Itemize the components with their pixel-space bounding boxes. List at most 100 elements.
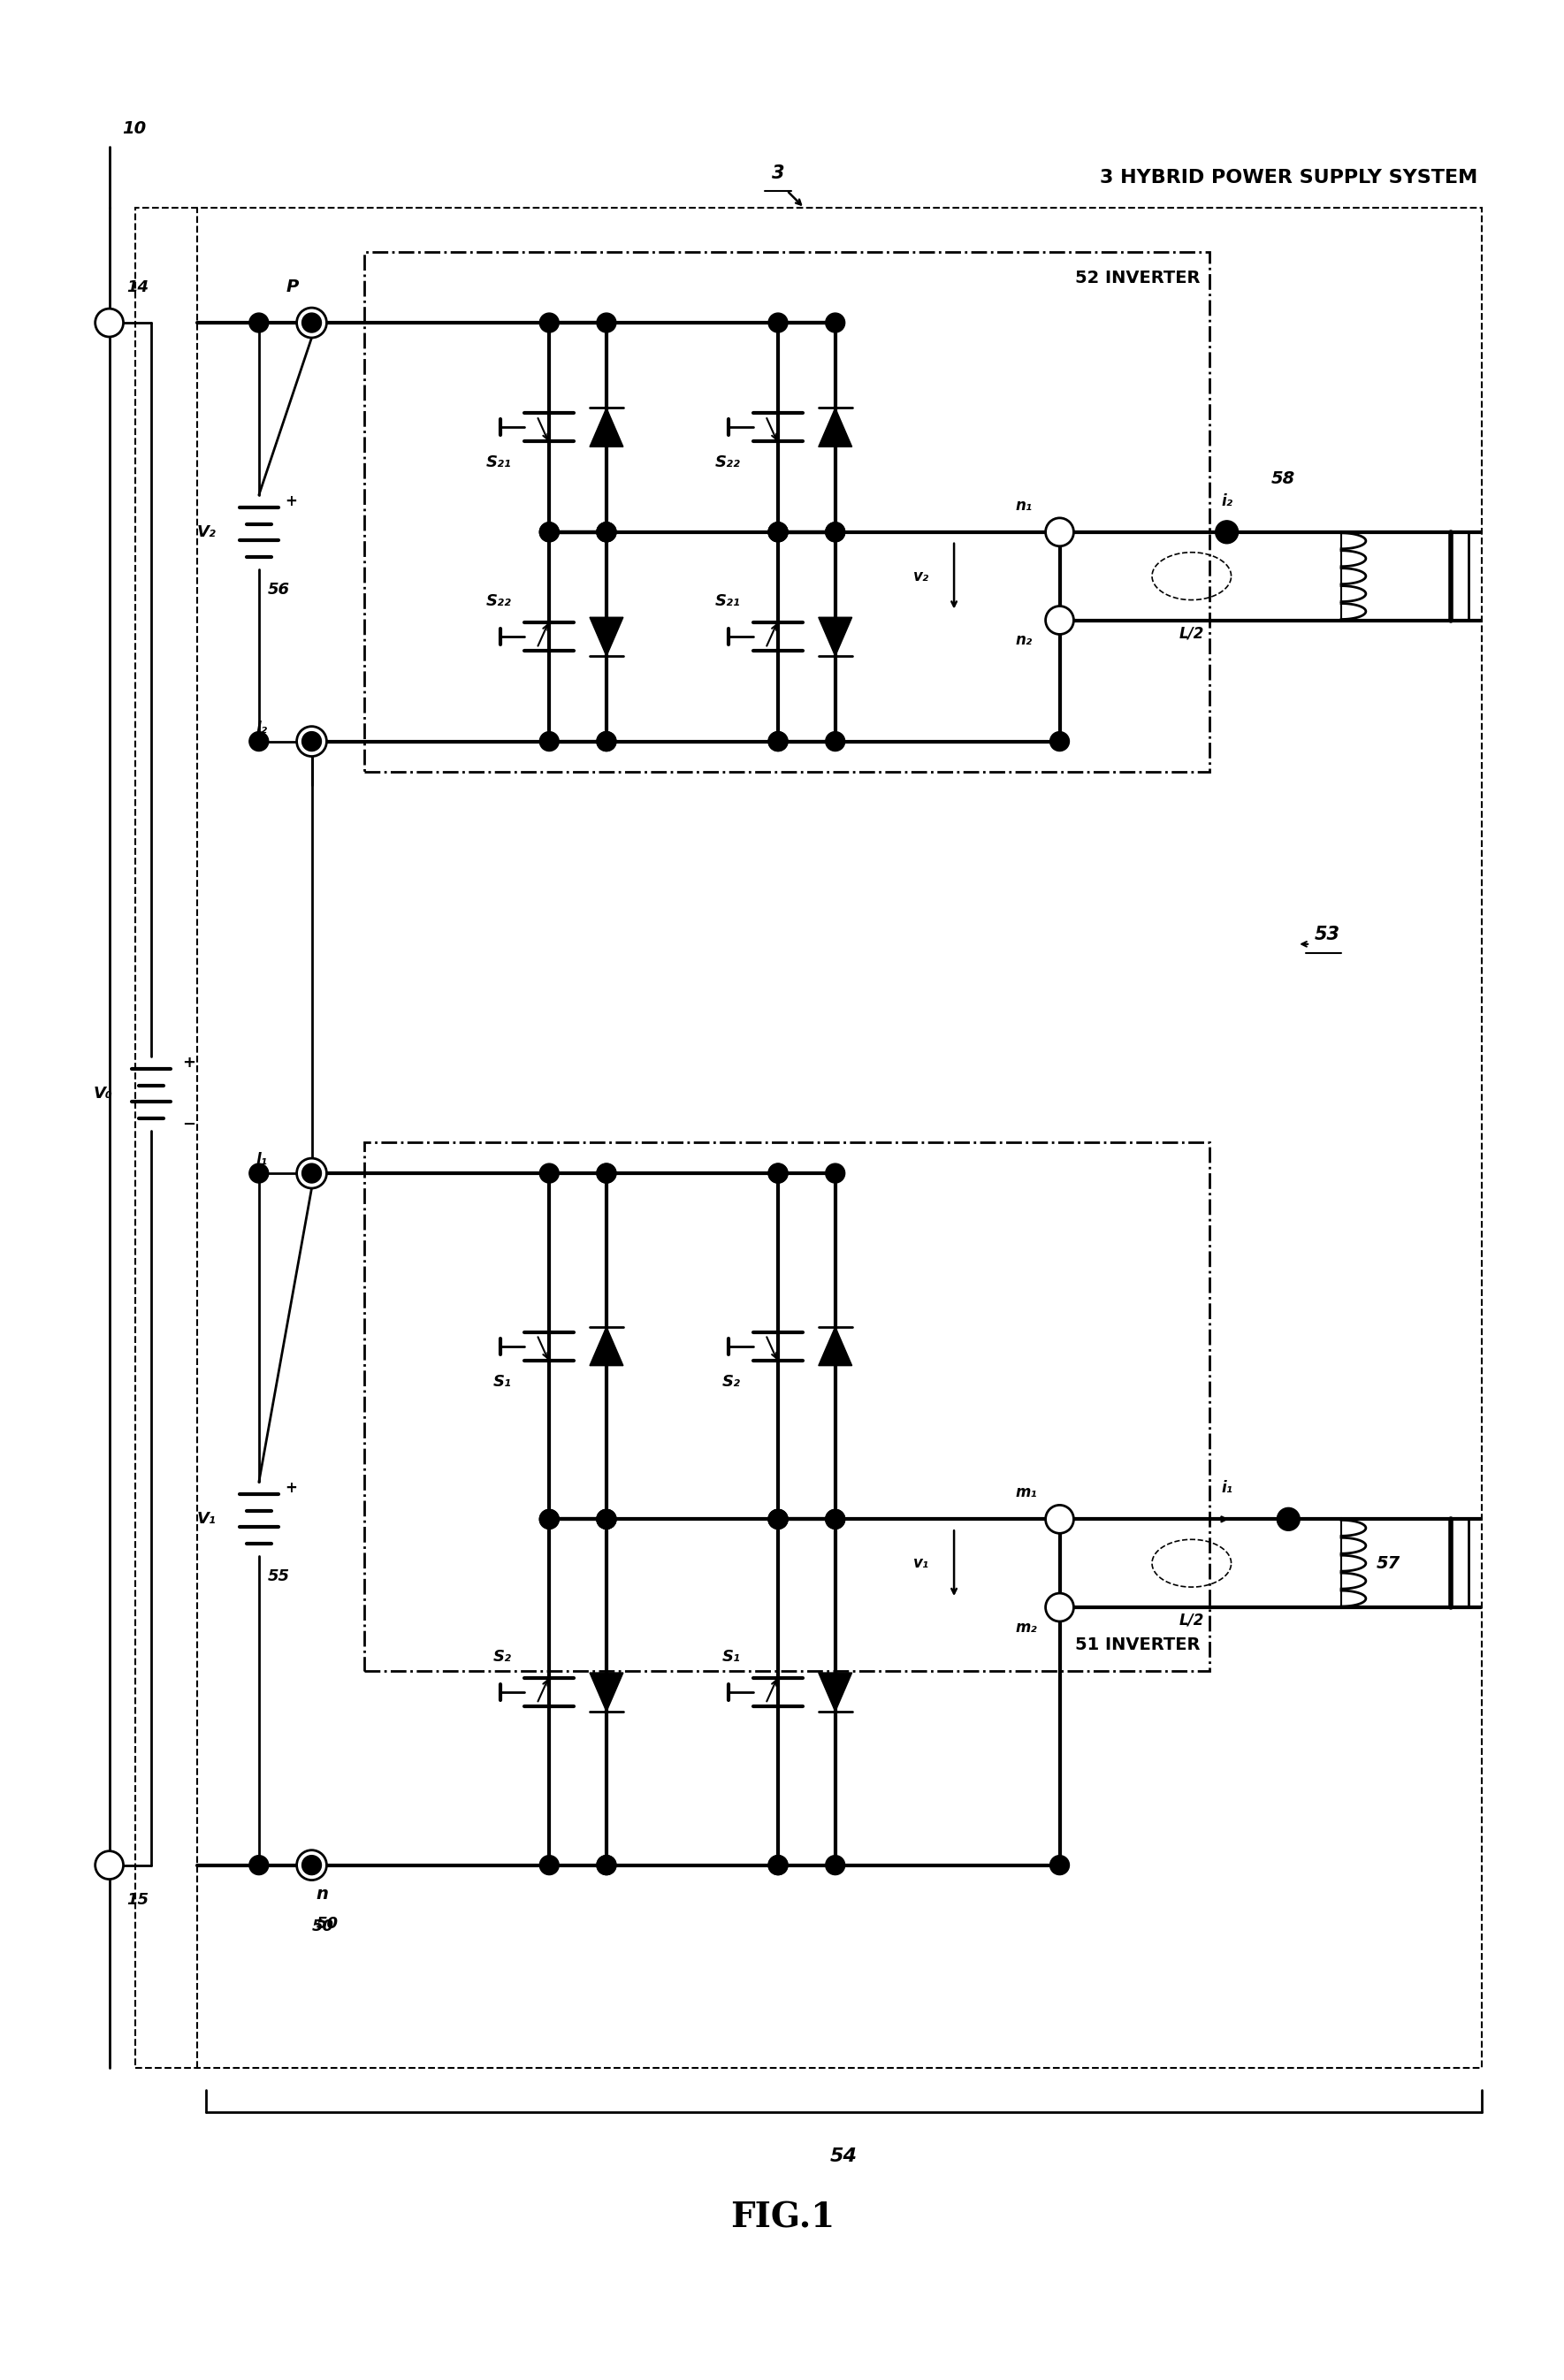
Text: 56: 56: [267, 581, 289, 597]
Circle shape: [768, 521, 788, 543]
Circle shape: [540, 314, 558, 333]
Text: 14: 14: [127, 278, 149, 295]
Circle shape: [768, 1164, 788, 1183]
Circle shape: [297, 1849, 327, 1880]
Circle shape: [1049, 1856, 1070, 1875]
Circle shape: [597, 521, 616, 543]
Circle shape: [1046, 607, 1074, 635]
Circle shape: [302, 731, 321, 752]
Text: +: +: [183, 1054, 196, 1071]
Polygon shape: [590, 407, 622, 447]
Circle shape: [95, 1852, 124, 1880]
Circle shape: [249, 1856, 269, 1875]
Text: n₂: n₂: [1015, 633, 1032, 647]
Text: 58: 58: [1272, 471, 1295, 488]
Circle shape: [768, 1509, 788, 1528]
Circle shape: [302, 314, 321, 333]
Polygon shape: [590, 1326, 622, 1366]
Circle shape: [302, 1164, 321, 1183]
Circle shape: [826, 314, 845, 333]
Circle shape: [768, 1509, 788, 1528]
Text: n: n: [316, 1885, 328, 1902]
Text: 55: 55: [267, 1568, 289, 1585]
Circle shape: [1215, 521, 1239, 543]
Circle shape: [540, 1509, 558, 1528]
Circle shape: [540, 521, 558, 543]
Text: i₂: i₂: [1221, 493, 1232, 509]
Text: 54: 54: [830, 2147, 857, 2166]
Circle shape: [1046, 519, 1074, 545]
Circle shape: [826, 521, 845, 543]
Text: 10: 10: [122, 119, 147, 136]
Circle shape: [540, 731, 558, 752]
Text: n₁: n₁: [1015, 497, 1032, 514]
Text: +: +: [285, 493, 297, 509]
Circle shape: [768, 521, 788, 543]
Text: 15: 15: [127, 1892, 149, 1909]
Circle shape: [597, 731, 616, 752]
Text: P: P: [286, 278, 299, 295]
Text: 51 INVERTER: 51 INVERTER: [1076, 1637, 1201, 1654]
Text: V₁: V₁: [197, 1511, 216, 1528]
Circle shape: [540, 521, 558, 543]
Circle shape: [597, 1509, 616, 1528]
Text: m₂: m₂: [1015, 1621, 1037, 1635]
Text: L/2: L/2: [1179, 1614, 1204, 1628]
Circle shape: [597, 314, 616, 333]
Text: −: −: [183, 1116, 196, 1133]
Text: v₂: v₂: [913, 569, 929, 583]
Text: l₂: l₂: [256, 721, 267, 735]
Polygon shape: [590, 1673, 622, 1711]
Text: +: +: [285, 1480, 297, 1497]
Circle shape: [826, 1164, 845, 1183]
Circle shape: [826, 521, 845, 543]
Circle shape: [826, 1509, 845, 1528]
Text: v₁: v₁: [913, 1554, 929, 1571]
Bar: [364, 1142, 1209, 1671]
Circle shape: [768, 521, 788, 543]
Text: V₀: V₀: [94, 1085, 113, 1102]
Circle shape: [1049, 731, 1070, 752]
Circle shape: [597, 1856, 616, 1875]
Circle shape: [826, 1509, 845, 1528]
Text: V₂: V₂: [197, 524, 216, 540]
Polygon shape: [818, 407, 852, 447]
Text: L/2: L/2: [1179, 626, 1204, 640]
Circle shape: [597, 521, 616, 543]
Circle shape: [297, 307, 327, 338]
Circle shape: [597, 521, 616, 543]
Circle shape: [597, 731, 616, 752]
Circle shape: [826, 1856, 845, 1875]
Circle shape: [768, 731, 788, 752]
Text: S₂₁: S₂₁: [715, 593, 740, 609]
Text: S₂: S₂: [493, 1649, 511, 1666]
Circle shape: [768, 731, 788, 752]
Text: S₂₂: S₂₂: [715, 455, 740, 471]
Text: S₂: S₂: [721, 1373, 740, 1390]
Circle shape: [297, 1159, 327, 1188]
Circle shape: [826, 731, 845, 752]
Circle shape: [1276, 1509, 1300, 1530]
Polygon shape: [818, 1673, 852, 1711]
Text: 57: 57: [1376, 1554, 1400, 1571]
Circle shape: [597, 1509, 616, 1528]
Text: 50: 50: [311, 1918, 333, 1935]
Circle shape: [249, 731, 269, 752]
Text: 50: 50: [316, 1916, 338, 1933]
Circle shape: [597, 1856, 616, 1875]
Text: 3 HYBRID POWER SUPPLY SYSTEM: 3 HYBRID POWER SUPPLY SYSTEM: [1099, 169, 1478, 186]
Polygon shape: [818, 616, 852, 657]
Circle shape: [768, 314, 788, 333]
Circle shape: [768, 1856, 788, 1875]
Text: l₁: l₁: [256, 1152, 267, 1169]
Circle shape: [768, 1856, 788, 1875]
Text: 3: 3: [771, 164, 785, 181]
Circle shape: [597, 1509, 616, 1528]
Circle shape: [95, 309, 124, 338]
Circle shape: [297, 726, 327, 757]
Circle shape: [768, 1164, 788, 1183]
Circle shape: [597, 1164, 616, 1183]
Text: i₁: i₁: [1221, 1480, 1232, 1497]
Circle shape: [768, 1509, 788, 1528]
Circle shape: [249, 314, 269, 333]
